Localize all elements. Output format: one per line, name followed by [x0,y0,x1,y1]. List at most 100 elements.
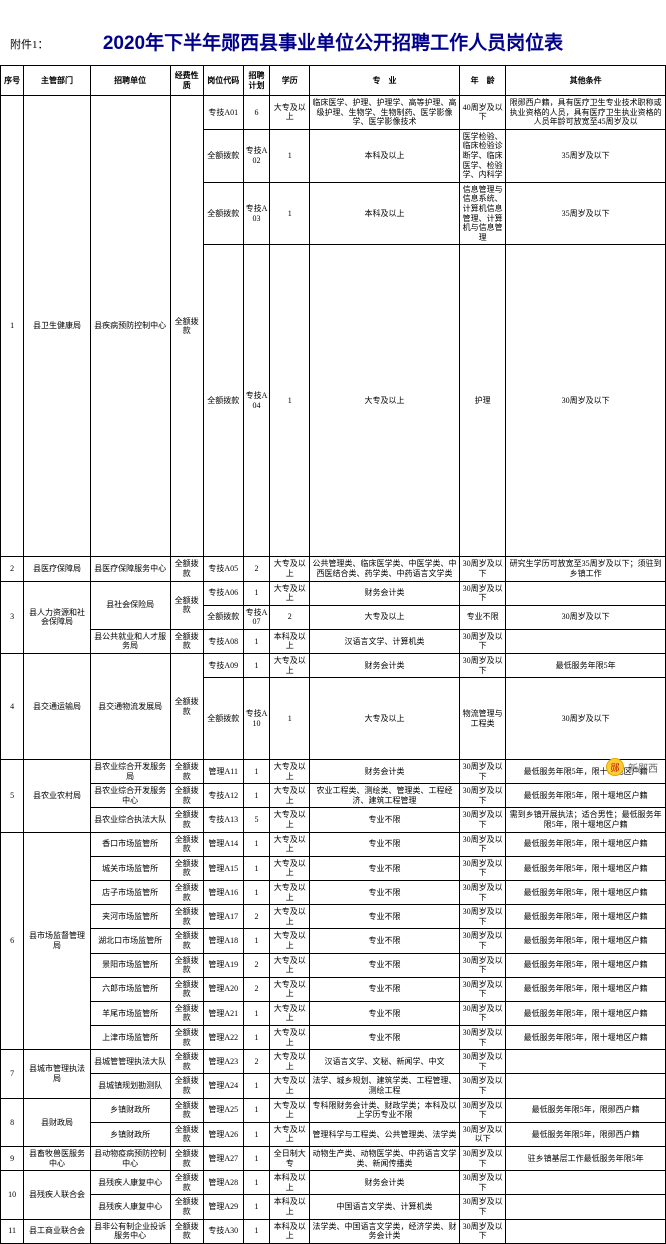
cell-age: 30周岁及以下 [459,654,506,678]
cell-edu: 大专及以上 [270,1074,310,1098]
cell-major: 财务会计类 [310,1171,460,1195]
cell-code: 专技A04 [243,245,270,557]
cell-other: 最低服务年限5年，限十堰地区户籍 [506,856,666,880]
cell-fund: 全额拨款 [170,808,203,832]
cell-other: 最低服务年限5年，限郧西户籍 [506,1122,666,1146]
job-table: 序号主管部门招聘单位经费性质岗位代码招聘计划学历专 业年 龄其他条件 1县卫生健… [0,65,666,1244]
cell-code: 管理A17 [203,905,243,929]
cell-other [506,1195,666,1219]
cell-major: 专业不限 [310,953,460,977]
cell-code: 管理A18 [203,929,243,953]
cell-code: 管理A16 [203,880,243,904]
cell-fund: 全额拨款 [170,1171,203,1195]
cell-plan: 1 [243,1026,270,1050]
cell-other: 最低服务年限5年，限十堰地区户籍 [506,1001,666,1025]
cell-major: 专科限财务会计类、财政学类；本科及以上学历专业不限 [310,1098,460,1122]
cell-age: 30周岁及以下 [459,856,506,880]
cell-other: 最低服务年限5年，限十堰地区户籍 [506,905,666,929]
cell-major: 管理科学与工程类、公共管理类、法学类 [310,1122,460,1146]
table-row: 六郎市场监管所全额拨款管理A202大专及以上专业不限30周岁及以下最低服务年限5… [1,977,666,1001]
cell-code: 专技A01 [203,96,243,130]
cell-fund: 全额拨款 [170,856,203,880]
cell-major: 临床医学、护理、护理学、高等护理、高级护理、生物学、生物制药、医学影像学、医学影… [310,96,460,130]
cell-age: 30周岁及以下 [459,1026,506,1050]
cell-major: 专业不限 [310,880,460,904]
cell-code: 专技A03 [243,182,270,245]
cell-plan: 1 [243,654,270,678]
cell-fund: 全额拨款 [170,557,203,581]
cell-other: 最低服务年限5年，限十堰地区户籍 [506,1026,666,1050]
cell-other: 最低服务年限5年，限十堰地区户籍 [506,929,666,953]
cell-unit: 乡镇财政所 [90,1098,170,1122]
table-row: 11县工商业联合会县非公有制企业投诉服务中心全额拨款专技A301本科及以上法学类… [1,1219,666,1243]
cell-dept: 县医疗保障局 [24,557,91,581]
cell-fund: 全额拨款 [170,1026,203,1050]
cell-major: 专业不限 [459,605,506,629]
cell-plan: 2 [243,905,270,929]
cell-other [506,1074,666,1098]
cell-age: 30周岁及以下 [506,605,666,629]
cell-major: 专业不限 [310,977,460,1001]
cell-age: 30周岁及以下 [459,880,506,904]
cell-unit: 湖北口市场监管所 [90,929,170,953]
cell-major: 财务会计类 [310,654,460,678]
cell-edu: 大专及以上 [270,784,310,808]
cell-plan: 1 [243,1171,270,1195]
cell-major: 专业不限 [310,808,460,832]
cell-unit: 六郎市场监管所 [90,977,170,1001]
cell-dept: 县工商业联合会 [24,1219,91,1243]
cell-unit: 县农业综合执法大队 [90,808,170,832]
cell-other: 最低服务年限5年 [506,654,666,678]
cell-edu: 本科及以上 [270,1171,310,1195]
cell-dept: 县市场监督管理局 [24,832,91,1050]
cell-plan: 1 [243,1122,270,1146]
cell-edu: 大专及以上 [270,977,310,1001]
cell-unit: 羊尾市场监管所 [90,1001,170,1025]
cell-fund: 全额拨款 [170,1195,203,1219]
cell-edu: 全日制大专 [270,1147,310,1171]
table-row: 县公共就业和人才服务局全额拨款专技A081本科及以上汉语言文学、计算机类30周岁… [1,629,666,653]
cell-seq: 7 [1,1050,24,1098]
attachment-label: 附件1： [10,36,49,52]
cell-code: 专技A30 [203,1219,243,1243]
cell-edu: 大专及以上 [270,1026,310,1050]
cell-unit: 县交通物流发展局 [90,654,170,760]
cell-code: 管理A14 [203,832,243,856]
cell-age: 30周岁及以下 [459,1098,506,1122]
cell-plan: 1 [270,182,310,245]
cell-edu: 本科及以上 [310,182,460,245]
cell-edu: 大专及以上 [270,929,310,953]
cell-code: 专技A06 [203,581,243,605]
cell-major: 中国语言文学类、计算机类 [310,1195,460,1219]
cell-plan: 1 [270,678,310,760]
cell-fund: 全额拨款 [203,605,243,629]
col-header: 年 龄 [459,66,506,96]
table-row: 店子市场监管所全额拨款管理A161大专及以上专业不限30周岁及以下最低服务年限5… [1,880,666,904]
cell-other: 最低服务年限5年，限十堰地区户籍 [506,953,666,977]
cell-plan: 5 [243,808,270,832]
cell-code: 管理A29 [203,1195,243,1219]
table-header: 序号主管部门招聘单位经费性质岗位代码招聘计划学历专 业年 龄其他条件 [1,66,666,96]
cell-major: 专业不限 [310,929,460,953]
table-row: 县农业综合开发服务中心全额拨款专技A121大专及以上农业工程类、测绘类、管理类、… [1,784,666,808]
cell-fund: 全额拨款 [170,1050,203,1074]
cell-code: 管理A23 [203,1050,243,1074]
cell-plan: 1 [243,1219,270,1243]
cell-major: 信息管理与信息系统、计算机信息管理、计算机与信息管理 [459,182,506,245]
col-header: 序号 [1,66,24,96]
cell-edu: 大专及以上 [310,245,460,557]
cell-code: 管理A15 [203,856,243,880]
cell-unit: 县农业综合开发服务局 [90,760,170,784]
cell-fund: 全额拨款 [170,784,203,808]
cell-fund: 全额拨款 [170,1122,203,1146]
table-row: 1县卫生健康局县疾病预防控制中心全额拨款专技A016大专及以上临床医学、护理、护… [1,96,666,130]
cell-other: 驻乡镇基层工作最低服务年限5年 [506,1147,666,1171]
cell-code: 管理A27 [203,1147,243,1171]
cell-age: 30周岁及以下 [459,832,506,856]
cell-plan: 1 [243,629,270,653]
cell-major: 护理 [459,245,506,557]
cell-age: 30周岁及以下 [459,929,506,953]
table-row: 夹河市场监管所全额拨款管理A172大专及以上专业不限30周岁及以下最低服务年限5… [1,905,666,929]
table-row: 城关市场监管所全额拨款管理A151大专及以上专业不限30周岁及以下最低服务年限5… [1,856,666,880]
cell-edu: 大专及以上 [270,654,310,678]
